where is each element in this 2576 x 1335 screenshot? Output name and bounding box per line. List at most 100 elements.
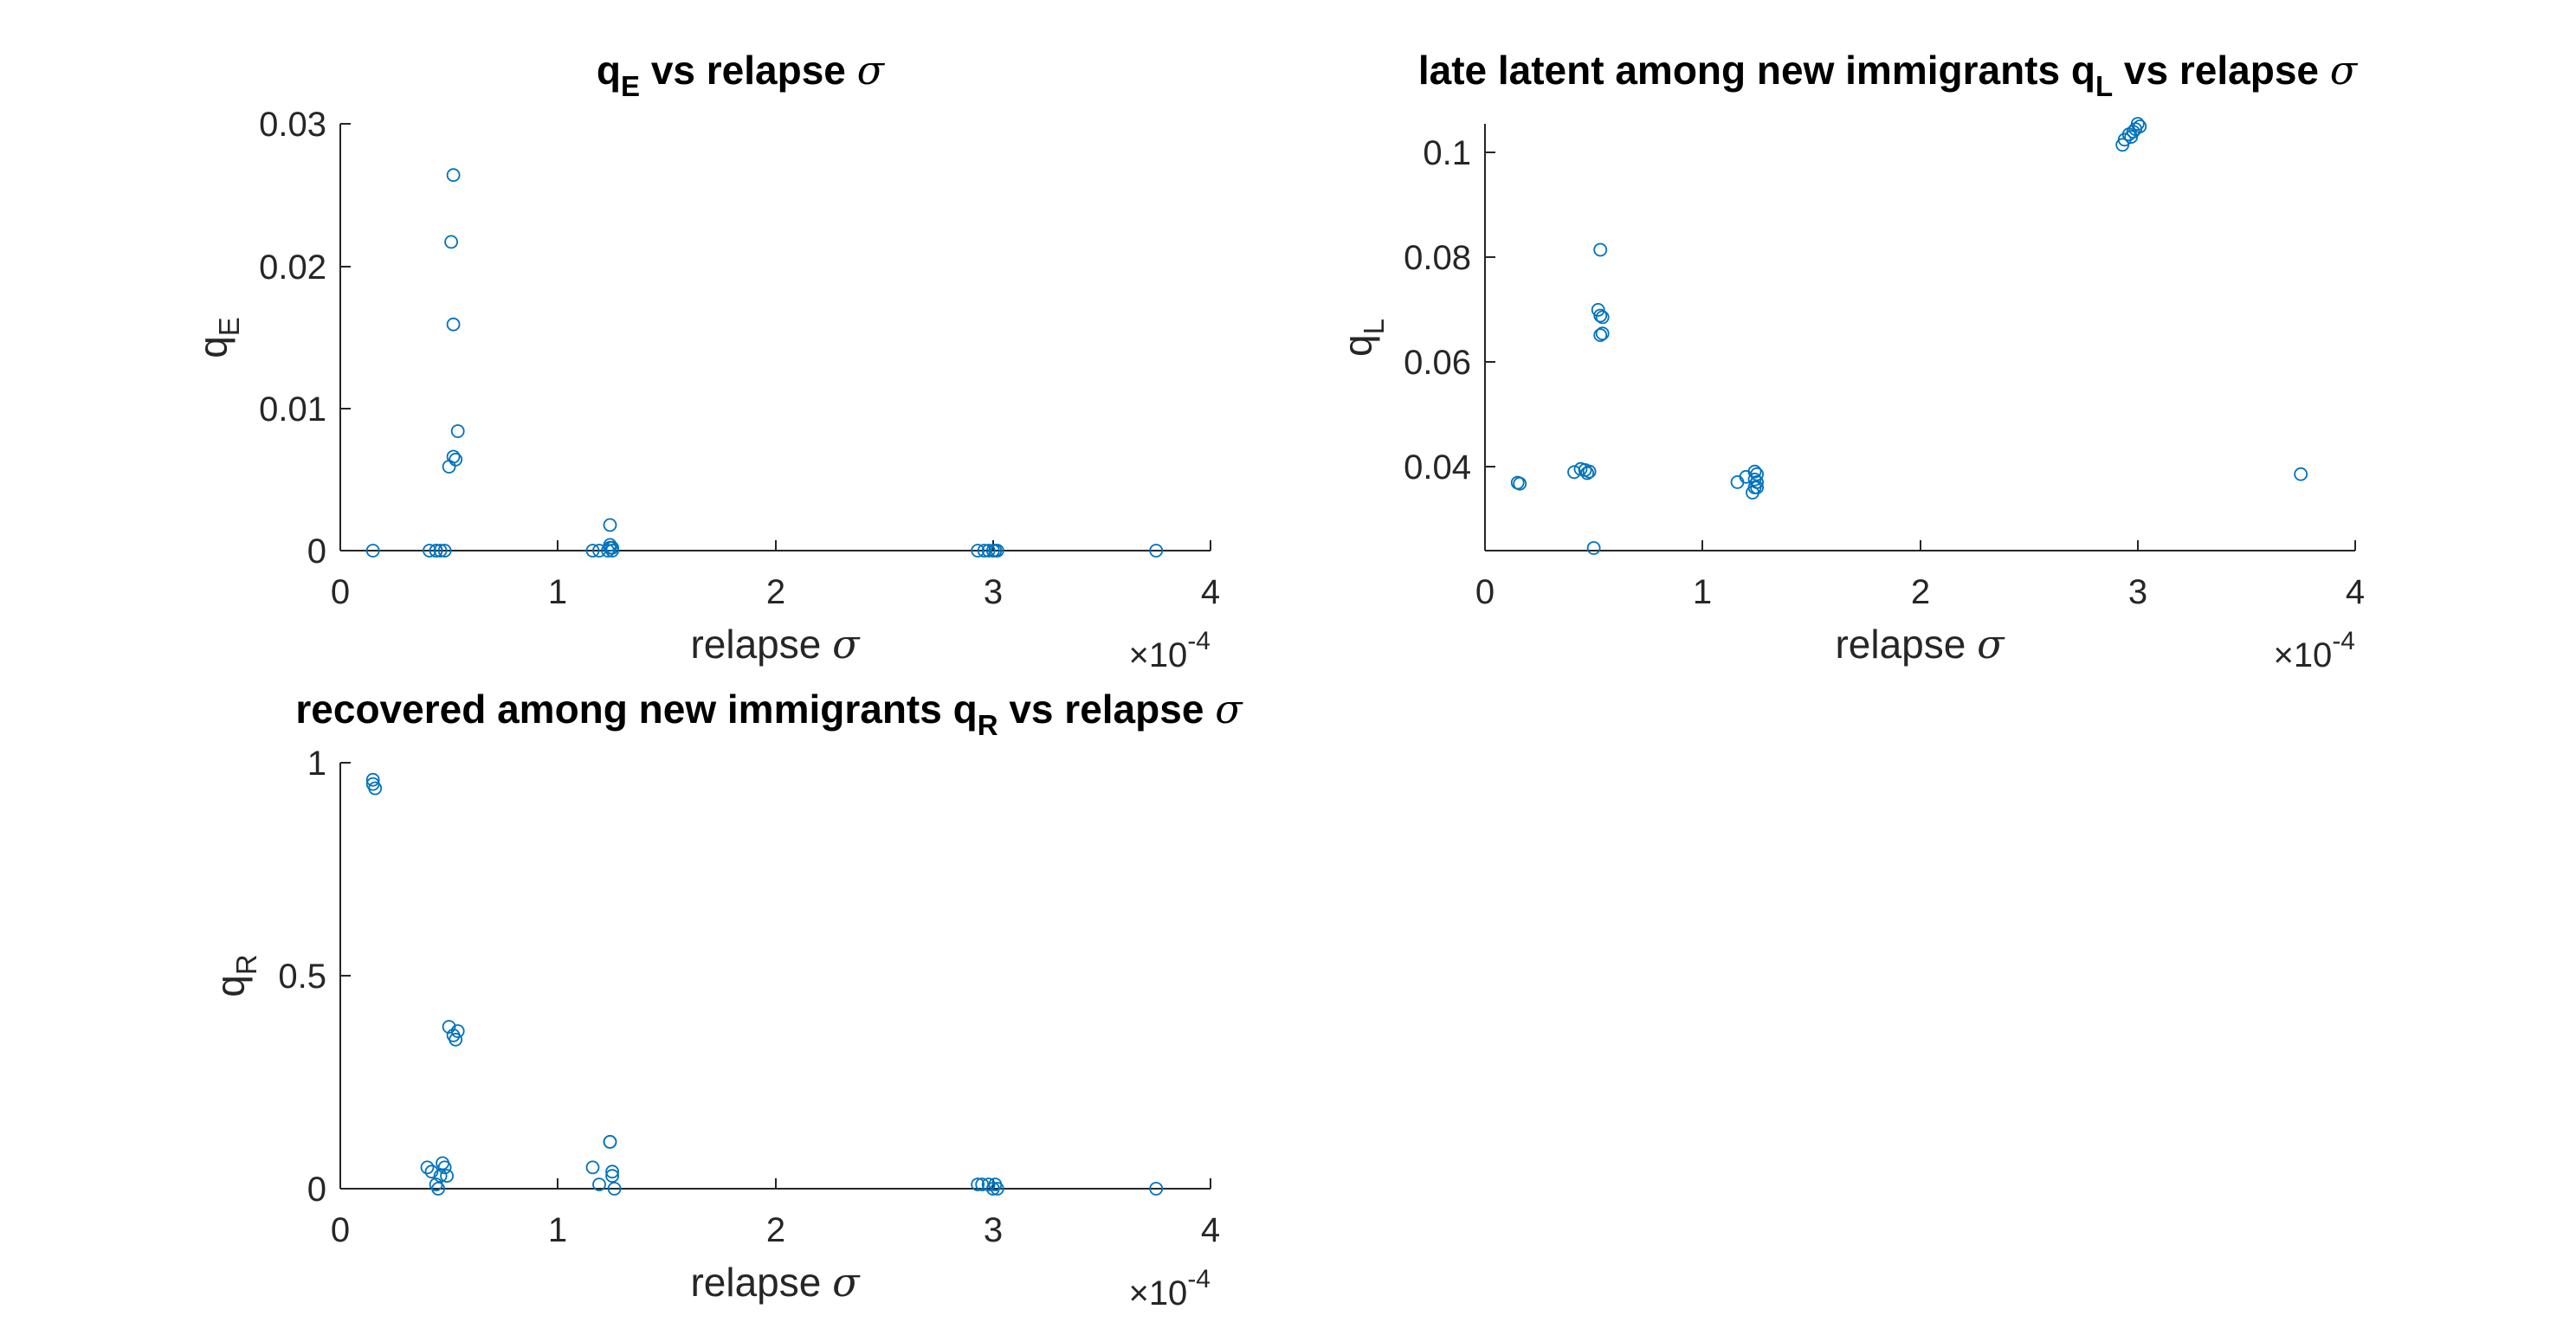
subplot-ql-x-multiplier: ×10-4 [2273,627,2355,674]
data-point [1750,475,1764,489]
data-point [585,544,600,558]
data-point [368,781,383,796]
data-point [1513,476,1527,491]
data-point [440,1169,454,1183]
data-point [424,1164,439,1179]
subplot-qr-xtick: 3 [984,1211,1003,1249]
subplot-qr: recovered among new immigrants qR vs rel… [208,686,1243,1312]
data-point [977,544,991,558]
data-point [605,1169,619,1183]
data-point [437,1160,452,1175]
subplot-qr-points [365,772,1164,1196]
data-point [450,1024,465,1038]
data-point [442,1020,456,1034]
subplot-qe-xlabel: relapse σ [690,621,861,668]
data-point [971,544,985,558]
subplot-qr-ytick: 0 [307,1171,326,1209]
subplot-ql-xtick: 0 [1475,573,1495,611]
data-point [603,518,617,532]
data-point [1595,326,1610,341]
data-point [446,168,461,183]
data-point [1586,541,1601,555]
subplot-ql-xtick: 1 [1693,573,1712,611]
subplot-qe-axes [339,123,1211,551]
subplot-ql-xtick: 3 [2128,573,2147,611]
data-point [990,1182,1004,1196]
data-point [990,544,1004,558]
subplot-qr-title: recovered among new immigrants qR vs rel… [295,686,1243,741]
data-point [1595,310,1610,325]
subplot-qe-ytick: 0.03 [259,106,326,144]
data-point [433,544,448,558]
data-point [449,1032,463,1047]
subplot-qe-ytick: 0.02 [259,248,326,287]
data-point [437,544,452,558]
subplot-qe-xtick: 2 [766,573,785,611]
subplot-qe-title: qE vs relapse σ [597,47,886,102]
subplot-ql-ytick: 0.1 [1423,134,1471,172]
subplot-qr-xtick: 4 [1201,1211,1220,1249]
data-point [420,1160,435,1175]
subplot-ql-points [1510,117,2308,555]
subplot-qe: qE vs relapse σ 0 0.01 0.02 0.03 0 1 2 3… [190,47,1220,674]
subplot-qe-ytick: 0.01 [259,390,326,429]
subplot-ql-xtick: 2 [1911,573,1930,611]
subplot-qe-ylabel: qE [190,317,245,358]
data-point [607,1182,622,1196]
data-point [1593,242,1608,257]
subplot-ql-ytick: 0.04 [1404,448,1471,487]
data-point [1149,544,1164,558]
data-point [446,317,461,332]
data-point [2294,467,2308,481]
data-point [592,1177,606,1191]
subplot-qe-xtick: 4 [1201,573,1220,611]
data-point [1582,464,1597,479]
data-point [603,1135,617,1149]
data-point [1149,1182,1164,1196]
subplot-qe-x-multiplier: ×10-4 [1128,627,1211,674]
data-point [433,1169,448,1183]
subplot-ql-xtick: 4 [2346,573,2365,611]
subplot-qr-ytick: 1 [307,745,326,783]
subplot-qe-points [365,168,1164,558]
subplot-qe-ytick: 0 [307,532,326,571]
data-point [1593,328,1608,343]
data-point [1567,465,1581,480]
data-point [446,449,461,464]
subplot-ql-xlabel: relapse σ [1835,621,2005,668]
data-point [605,1164,619,1179]
data-point [1591,302,1605,317]
subplot-qr-xtick: 0 [331,1211,350,1249]
data-point [450,424,465,438]
subplot-qe-xtick: 3 [984,573,1003,611]
data-point [431,1182,446,1196]
data-point [1750,480,1764,494]
data-point [365,544,380,558]
data-point [423,544,436,558]
data-point [971,1177,985,1191]
subplot-qe-xtick: 0 [331,573,350,611]
subplot-ql-ylabel: qL [1335,319,1390,357]
subplot-qr-axes [339,762,1211,1190]
data-point [605,544,619,558]
subplot-ql-axes [1484,124,2356,551]
data-point [1580,466,1594,480]
data-point [1730,475,1745,489]
subplot-qr-ylabel: qR [208,954,262,996]
data-point [981,1177,996,1191]
data-point [2133,119,2147,133]
subplot-ql: late latent among new immigrants qL vs r… [1335,47,2365,674]
subplot-qr-ytick: 0.5 [278,958,326,996]
data-point [603,538,617,552]
data-point [365,772,380,787]
subplot-ql-ytick: 0.06 [1404,344,1471,382]
subplot-qr-x-multiplier: ×10-4 [1128,1265,1211,1312]
data-point [444,235,458,249]
data-point [1747,464,1762,479]
subplot-qr-xtick: 1 [548,1211,567,1249]
subplot-qr-xlabel: relapse σ [690,1259,861,1306]
data-point [429,544,443,558]
data-point [2130,117,2145,131]
data-point [449,452,463,467]
